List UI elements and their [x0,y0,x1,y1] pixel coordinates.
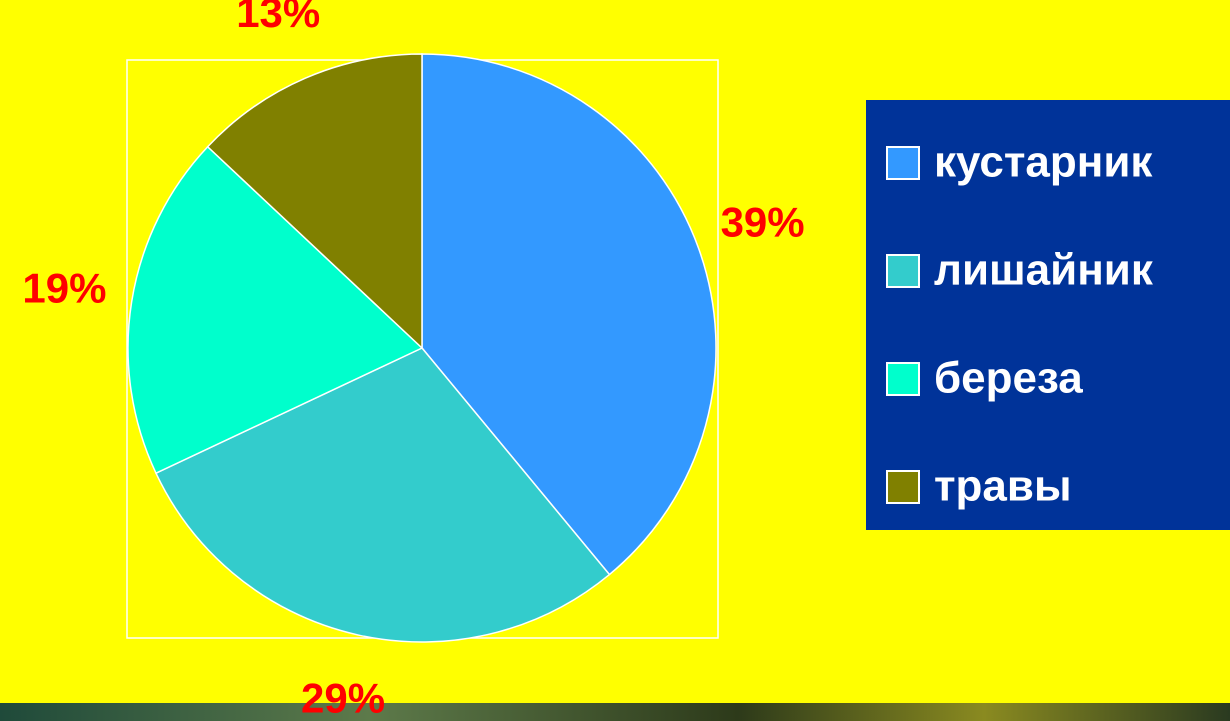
legend-swatch [886,254,920,288]
pie-slice [421,53,717,576]
legend-label: кустарник [934,138,1153,187]
data-label: 29% [301,674,385,721]
legend-label: травы [934,462,1072,511]
bottom-image-strip [0,703,1230,721]
pie-slice [206,53,423,350]
legend-swatch [886,146,920,180]
legend-label: лишайник [934,246,1154,295]
legend-swatch [886,362,920,396]
legend-swatch [886,470,920,504]
legend [866,100,1230,530]
legend-label: береза [934,354,1083,403]
data-label: 13% [236,0,320,36]
data-label: 19% [22,264,106,311]
pie-slice [127,145,424,475]
data-label: 39% [721,198,805,245]
pie-slice [154,347,611,643]
